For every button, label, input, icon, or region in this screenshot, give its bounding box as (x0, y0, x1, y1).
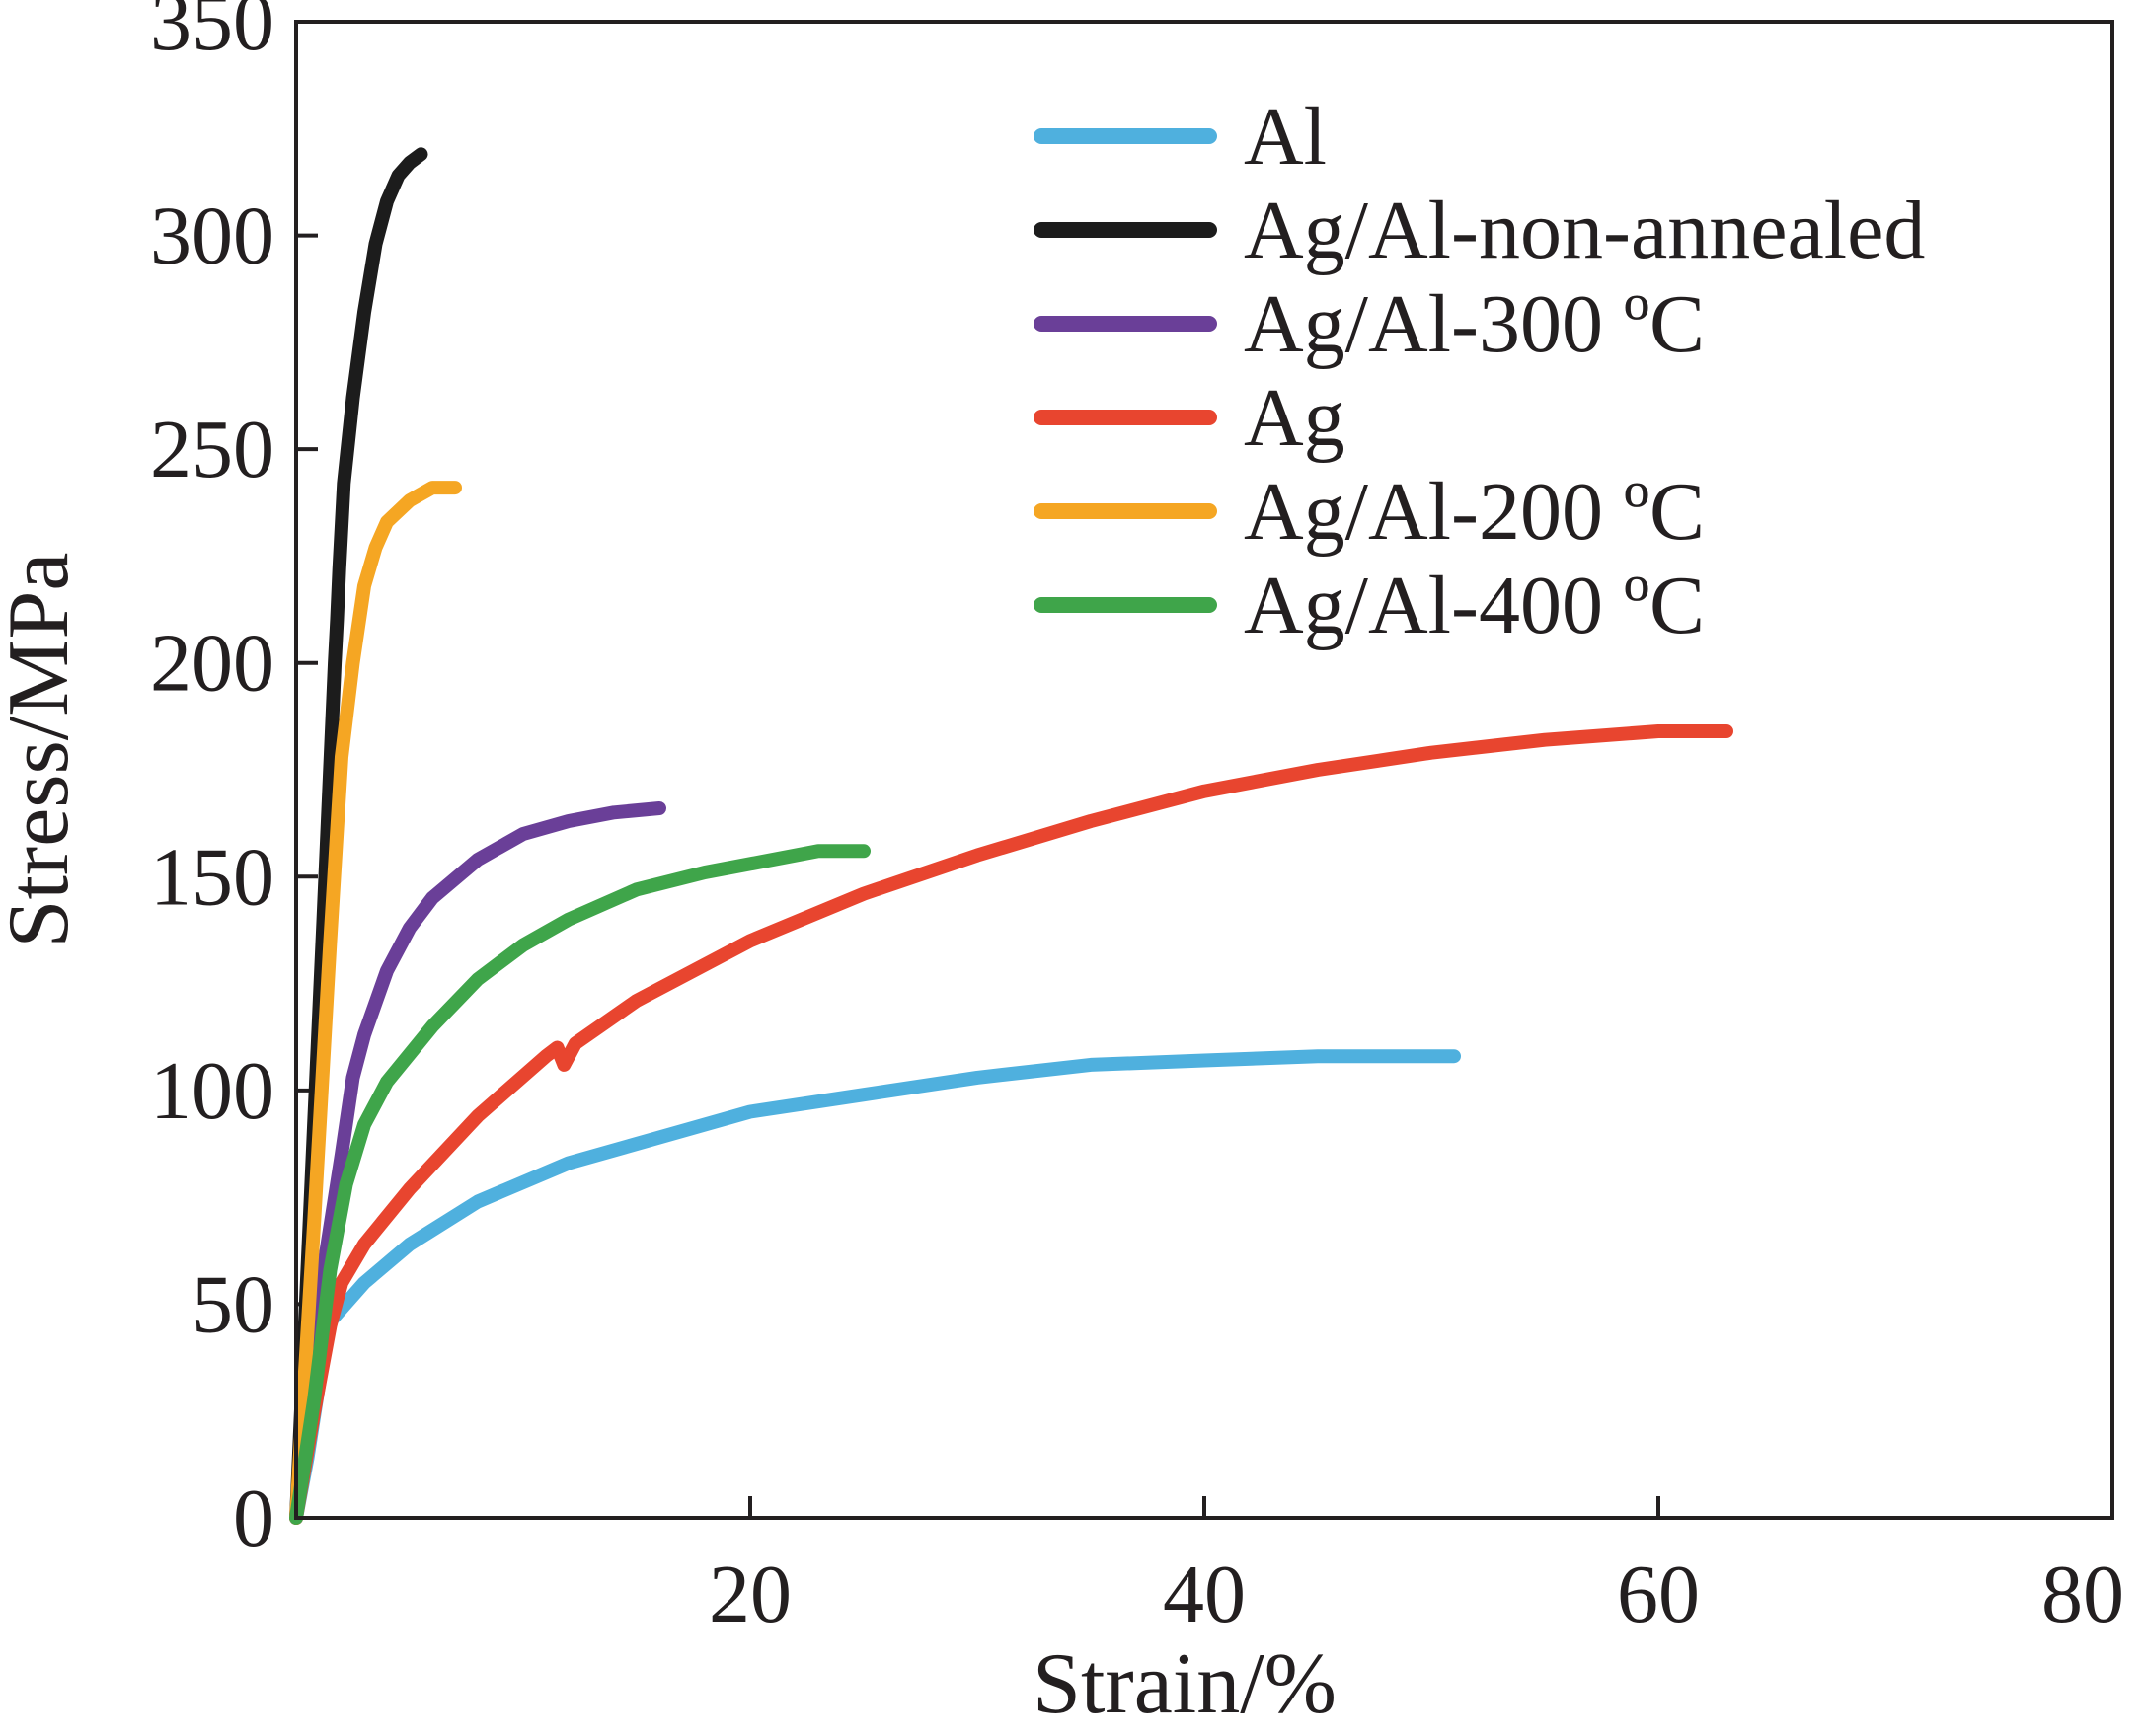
legend-label: Ag/Al-400 ºC (1244, 560, 1705, 651)
legend-label: Ag (1244, 372, 1345, 464)
legend-label: Al (1244, 91, 1327, 183)
series-curves (289, 147, 1733, 1525)
y-tick-label: 250 (150, 404, 274, 495)
legend-label: Ag/Al-non-annealed (1244, 185, 1925, 276)
legend-label: Ag/Al-300 ºC (1244, 278, 1705, 370)
plot-frame (294, 20, 2114, 1520)
y-axis-title: Stress/MPa (0, 553, 87, 948)
tick-labels: 0 50 100 150 200 250 300 350 20 40 60 80 (150, 0, 2124, 1640)
x-tick-label: 80 (2041, 1548, 2124, 1640)
y-tick-label: 50 (192, 1258, 274, 1350)
series-line (289, 844, 871, 1525)
y-tick-label: 300 (150, 190, 274, 282)
x-axis-title: Strain/% (1033, 1636, 1337, 1732)
series-line (289, 801, 666, 1525)
y-tick-label: 0 (233, 1472, 274, 1564)
series-line (289, 481, 462, 1525)
y-tick-label: 100 (150, 1045, 274, 1137)
series-line (289, 147, 428, 1525)
x-tick-label: 20 (709, 1548, 792, 1640)
axis-ticks (296, 233, 1660, 1518)
series-line (289, 724, 1733, 1525)
y-tick-label: 350 (150, 0, 274, 68)
x-tick-label: 40 (1163, 1548, 1246, 1640)
y-tick-label: 150 (150, 831, 274, 923)
legend-label: Ag/Al-200 ºC (1244, 466, 1705, 558)
y-tick-label: 200 (150, 618, 274, 710)
x-tick-label: 60 (1617, 1548, 1700, 1640)
